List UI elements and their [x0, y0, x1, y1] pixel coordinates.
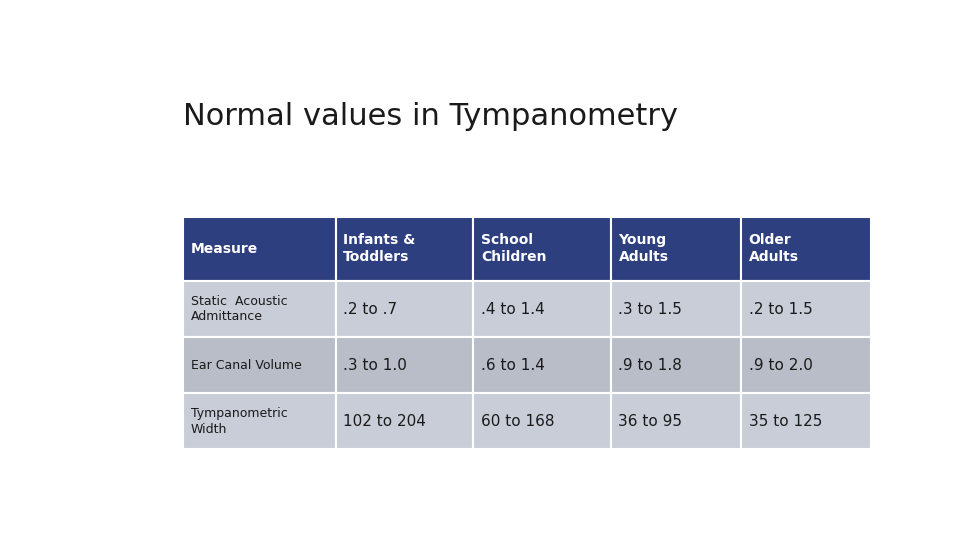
- Text: .6 to 1.4: .6 to 1.4: [481, 357, 544, 373]
- FancyBboxPatch shape: [611, 393, 741, 449]
- Text: Tympanometric
Width: Tympanometric Width: [191, 407, 287, 436]
- Text: .9 to 1.8: .9 to 1.8: [618, 357, 683, 373]
- FancyBboxPatch shape: [611, 337, 741, 393]
- Text: .9 to 2.0: .9 to 2.0: [749, 357, 812, 373]
- Text: Young
Adults: Young Adults: [618, 233, 668, 264]
- FancyBboxPatch shape: [741, 217, 872, 281]
- Text: Older
Adults: Older Adults: [749, 233, 799, 264]
- FancyBboxPatch shape: [741, 281, 872, 337]
- Text: Infants &
Toddlers: Infants & Toddlers: [344, 233, 416, 264]
- FancyBboxPatch shape: [183, 393, 336, 449]
- Text: 60 to 168: 60 to 168: [481, 414, 554, 429]
- FancyBboxPatch shape: [741, 337, 872, 393]
- FancyBboxPatch shape: [611, 217, 741, 281]
- FancyBboxPatch shape: [473, 337, 611, 393]
- FancyBboxPatch shape: [336, 281, 473, 337]
- Text: Static  Acoustic
Admittance: Static Acoustic Admittance: [191, 295, 287, 323]
- FancyBboxPatch shape: [611, 281, 741, 337]
- Text: Ear Canal Volume: Ear Canal Volume: [191, 359, 301, 372]
- FancyBboxPatch shape: [336, 393, 473, 449]
- Text: .2 to 1.5: .2 to 1.5: [749, 301, 812, 316]
- FancyBboxPatch shape: [183, 281, 336, 337]
- FancyBboxPatch shape: [336, 337, 473, 393]
- Text: Measure: Measure: [191, 242, 258, 256]
- Text: School
Children: School Children: [481, 233, 546, 264]
- Text: .4 to 1.4: .4 to 1.4: [481, 301, 544, 316]
- Text: 36 to 95: 36 to 95: [618, 414, 683, 429]
- Text: 102 to 204: 102 to 204: [344, 414, 426, 429]
- FancyBboxPatch shape: [183, 337, 336, 393]
- Text: Normal values in Tympanometry: Normal values in Tympanometry: [183, 102, 678, 131]
- FancyBboxPatch shape: [473, 217, 611, 281]
- Text: .3 to 1.0: .3 to 1.0: [344, 357, 407, 373]
- FancyBboxPatch shape: [473, 281, 611, 337]
- FancyBboxPatch shape: [473, 393, 611, 449]
- FancyBboxPatch shape: [183, 217, 336, 281]
- Text: .3 to 1.5: .3 to 1.5: [618, 301, 683, 316]
- Text: .2 to .7: .2 to .7: [344, 301, 397, 316]
- FancyBboxPatch shape: [336, 217, 473, 281]
- Text: 35 to 125: 35 to 125: [749, 414, 822, 429]
- FancyBboxPatch shape: [741, 393, 872, 449]
